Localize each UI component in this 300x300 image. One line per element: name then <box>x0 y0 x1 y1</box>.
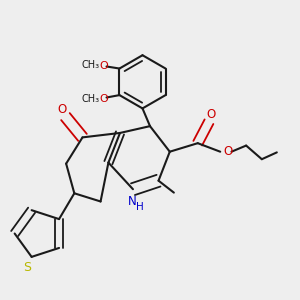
Text: CH₃: CH₃ <box>82 60 100 70</box>
Text: CH₃: CH₃ <box>82 94 100 104</box>
Text: S: S <box>23 261 32 274</box>
Text: O: O <box>206 108 215 122</box>
Text: O: O <box>57 103 67 116</box>
Text: N: N <box>128 195 136 208</box>
Text: H: H <box>136 202 144 212</box>
Text: O: O <box>223 145 232 158</box>
Text: O: O <box>99 61 108 71</box>
Text: O: O <box>99 94 108 103</box>
